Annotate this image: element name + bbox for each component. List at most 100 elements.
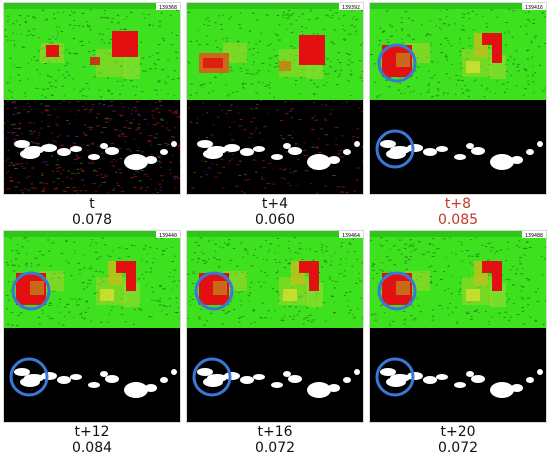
frame-number: 139464 — [342, 233, 360, 239]
highlight-circle — [194, 271, 234, 311]
mask-blob — [271, 154, 283, 160]
map-view: 139416 — [370, 3, 546, 100]
mask-blob — [253, 374, 265, 380]
mask-blob — [466, 371, 474, 377]
frame-number: 139392 — [342, 5, 360, 11]
mask-view — [4, 100, 180, 194]
mask-blob — [511, 384, 523, 392]
frame-panel-0: 139368 — [4, 3, 180, 194]
mask-blob — [171, 369, 177, 375]
mask-blob — [454, 154, 466, 160]
mask-blob — [203, 149, 223, 159]
mask-blob — [70, 146, 82, 152]
mask-blob — [343, 377, 351, 383]
mask-blob — [407, 372, 423, 380]
mask-blob — [471, 375, 485, 383]
time-label-4: t+16 — [257, 424, 293, 440]
mask-blob — [407, 144, 423, 152]
mask-blob — [20, 377, 40, 387]
highlight-circle — [192, 357, 232, 397]
frame-number: 139440 — [159, 233, 177, 239]
mask-view — [187, 100, 363, 194]
mask-blob — [171, 141, 177, 147]
highlight-circle — [377, 271, 417, 311]
map-view: 139368 — [4, 3, 180, 100]
mask-blob — [436, 146, 448, 152]
map-view: 139440 — [4, 231, 180, 328]
mask-view — [187, 328, 363, 422]
time-label-0: t — [89, 196, 95, 212]
frame-image-5: 139488 — [370, 231, 546, 422]
time-label-2: t+8 — [444, 196, 472, 212]
map-view: 139488 — [370, 231, 546, 328]
mask-blob — [343, 149, 351, 155]
mask-blob — [124, 154, 148, 170]
frame-number: 139488 — [525, 233, 543, 239]
highlight-circle — [9, 357, 49, 397]
highlight-circle — [375, 357, 415, 397]
mask-blob — [105, 147, 119, 155]
mask-blob — [423, 376, 437, 384]
mask-blob — [224, 144, 240, 152]
mask-blob — [386, 149, 406, 159]
mask-blob — [328, 156, 340, 164]
frame-panel-5: 139488 — [370, 231, 546, 422]
time-label-3: t+12 — [74, 424, 110, 440]
mask-blob — [288, 147, 302, 155]
mask-blob — [240, 376, 254, 384]
score-value-3: 0.084 — [71, 440, 113, 456]
mask-blob — [253, 146, 265, 152]
score-value-0: 0.078 — [71, 212, 113, 228]
mask-blob — [145, 384, 157, 392]
mask-blob — [511, 156, 523, 164]
mask-blob — [203, 377, 223, 387]
mask-blob — [423, 148, 437, 156]
mask-blob — [471, 147, 485, 155]
mask-blob — [240, 148, 254, 156]
frame-panel-4: 139464 — [187, 231, 363, 422]
caption-3: t+12 0.084 — [4, 424, 180, 456]
mask-blob — [354, 141, 360, 147]
mask-blob — [70, 374, 82, 380]
mask-blob — [160, 377, 168, 383]
mask-blob — [283, 143, 291, 149]
mask-blob — [288, 375, 302, 383]
mask-blob — [537, 141, 543, 147]
mask-blob — [100, 371, 108, 377]
mask-blob — [386, 377, 406, 387]
mask-blob — [88, 382, 100, 388]
mask-blob — [105, 375, 119, 383]
caption-0: t 0.078 — [4, 196, 180, 228]
frame-image-1: 139392 — [187, 3, 363, 194]
mask-blob — [537, 369, 543, 375]
map-view: 139464 — [187, 231, 363, 328]
frame-image-4: 139464 — [187, 231, 363, 422]
mask-blob — [490, 382, 514, 398]
mask-blob — [14, 140, 30, 148]
mask-view — [370, 100, 546, 194]
mask-view — [370, 328, 546, 422]
mask-blob — [328, 384, 340, 392]
frame-image-2: 139416 — [370, 3, 546, 194]
mask-blob — [14, 368, 30, 376]
mask-blob — [124, 382, 148, 398]
map-view: 139392 — [187, 3, 363, 100]
mask-blob — [380, 368, 396, 376]
mask-blob — [57, 376, 71, 384]
frame-image-3: 139440 — [4, 231, 180, 422]
mask-blob — [160, 149, 168, 155]
frame-number: 139368 — [159, 5, 177, 11]
mask-blob — [88, 154, 100, 160]
mask-blob — [57, 148, 71, 156]
mask-blob — [526, 377, 534, 383]
frame-image-0: 139368 — [4, 3, 180, 194]
mask-blob — [466, 143, 474, 149]
time-label-5: t+20 — [440, 424, 476, 440]
caption-2: t+8 0.085 — [370, 196, 546, 228]
mask-blob — [436, 374, 448, 380]
score-value-1: 0.060 — [254, 212, 296, 228]
mask-blob — [307, 154, 331, 170]
mask-blob — [354, 369, 360, 375]
highlight-circle — [375, 129, 415, 169]
mask-blob — [197, 368, 213, 376]
